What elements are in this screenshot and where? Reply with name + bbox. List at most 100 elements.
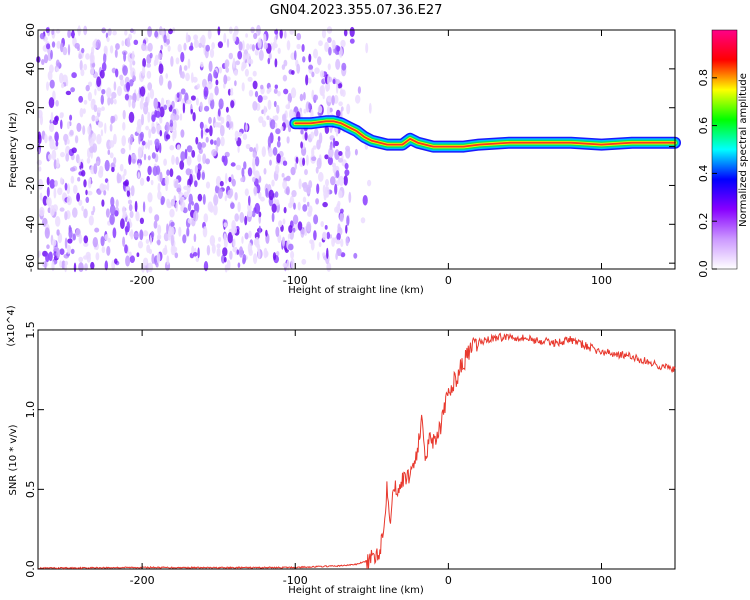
- noise-speck: [106, 36, 110, 43]
- noise-speck: [296, 33, 302, 41]
- noise-speck: [88, 215, 94, 226]
- noise-speck: [106, 245, 111, 256]
- noise-speck: [179, 160, 185, 170]
- noise-speck: [260, 196, 265, 202]
- noise-speck: [87, 190, 93, 196]
- noise-speck: [220, 136, 225, 147]
- noise-speck: [335, 83, 339, 94]
- noise-speck: [296, 63, 301, 74]
- noise-speck: [112, 227, 117, 239]
- colorbar-tick-label: 0.4: [697, 165, 710, 183]
- y-tick-label: -20: [24, 176, 37, 194]
- noise-speck: [242, 40, 245, 52]
- noise-speck: [288, 243, 294, 251]
- noise-speck: [234, 130, 239, 139]
- noise-speck: [163, 232, 169, 242]
- noise-speck: [122, 109, 126, 120]
- noise-speck: [340, 39, 346, 48]
- noise-speck: [183, 42, 187, 51]
- noise-speck: [77, 25, 81, 37]
- noise-speck: [330, 176, 336, 186]
- noise-speck: [244, 68, 249, 77]
- noise-speck: [237, 144, 240, 153]
- y-tick-label: 0.0: [24, 560, 37, 578]
- noise-speck: [95, 252, 100, 261]
- noise-speck: [241, 82, 245, 92]
- noise-speck: [139, 177, 145, 186]
- noise-speck: [229, 250, 233, 260]
- noise-speck: [301, 182, 307, 189]
- noise-speck: [311, 147, 315, 157]
- noise-speck: [82, 125, 86, 136]
- noise-speck: [44, 134, 48, 144]
- noise-speck: [322, 93, 325, 100]
- noise-speck: [101, 199, 105, 207]
- noise-speck: [85, 84, 90, 92]
- noise-speck: [338, 151, 343, 156]
- noise-speck: [271, 203, 277, 213]
- noise-speck: [55, 67, 60, 72]
- noise-speck: [211, 149, 217, 157]
- noise-speck: [153, 97, 159, 110]
- noise-speck: [76, 122, 82, 132]
- noise-speck: [164, 175, 169, 187]
- noise-speck: [252, 101, 258, 111]
- noise-speck: [92, 205, 96, 213]
- noise-speck: [209, 125, 213, 137]
- noise-speck: [324, 154, 329, 160]
- noise-speck: [283, 88, 289, 95]
- noise-speck: [292, 214, 299, 225]
- noise-speck: [74, 135, 79, 144]
- noise-speck: [78, 199, 83, 206]
- noise-speck: [170, 221, 175, 227]
- noise-speck: [182, 102, 186, 114]
- noise-speck: [170, 198, 176, 207]
- noise-speck: [146, 63, 151, 68]
- noise-speck: [274, 29, 278, 35]
- noise-speck: [113, 98, 117, 105]
- noise-speck: [132, 75, 136, 82]
- noise-speck: [100, 94, 105, 105]
- noise-speck: [191, 150, 196, 158]
- noise-speck: [349, 26, 355, 38]
- noise-speck: [185, 168, 192, 176]
- noise-speck: [50, 49, 53, 60]
- noise-speck: [326, 105, 331, 117]
- noise-speck: [335, 109, 341, 117]
- noise-speck: [110, 196, 115, 207]
- noise-speck: [223, 233, 227, 244]
- noise-speck: [232, 57, 236, 68]
- noise-speck: [157, 191, 162, 200]
- noise-speck: [287, 100, 291, 110]
- noise-speck: [94, 227, 100, 233]
- noise-speck: [117, 85, 122, 97]
- noise-speck: [246, 43, 250, 51]
- noise-speck: [329, 234, 333, 239]
- noise-speck: [180, 129, 185, 138]
- noise-speck: [360, 217, 366, 224]
- spectrogram-frame: [37, 29, 676, 270]
- noise-speck: [308, 205, 313, 214]
- noise-speck: [332, 137, 336, 149]
- noise-speck: [83, 242, 89, 247]
- noise-speck: [257, 38, 262, 49]
- noise-speck: [122, 174, 125, 181]
- noise-speck: [123, 168, 127, 176]
- noise-speck: [225, 106, 229, 113]
- noise-speck: [46, 244, 50, 249]
- noise-speck: [147, 82, 153, 91]
- noise-speck: [46, 43, 51, 50]
- noise-speck: [65, 153, 70, 162]
- noise-speck: [258, 49, 264, 61]
- snr-xlabel: Height of straight line (km): [288, 585, 424, 596]
- noise-speck: [121, 206, 126, 215]
- noise-speck: [159, 130, 163, 137]
- noise-speck: [93, 163, 98, 175]
- noise-speck: [64, 237, 68, 249]
- noise-speck: [230, 202, 235, 210]
- noise-speck: [232, 32, 237, 42]
- noise-speck: [64, 263, 67, 273]
- y-tick-label: -60: [24, 254, 37, 272]
- noise-speck: [115, 68, 119, 78]
- noise-speck: [44, 227, 50, 239]
